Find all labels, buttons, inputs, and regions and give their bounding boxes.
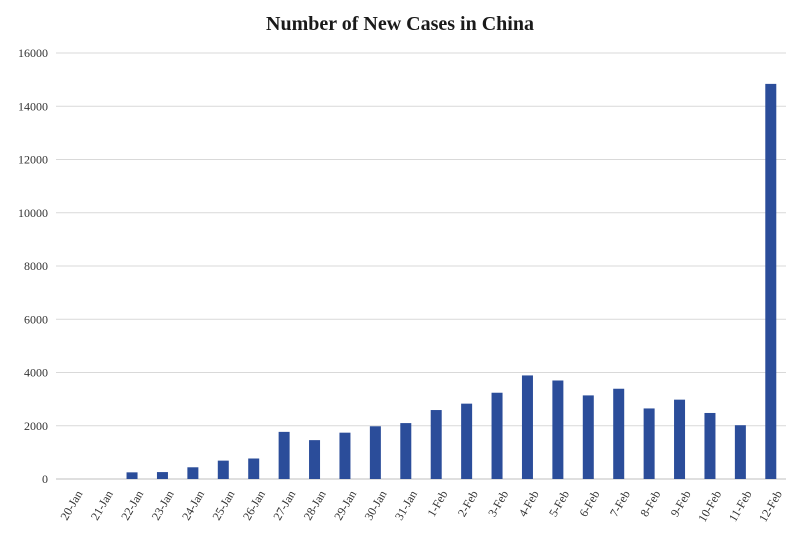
y-tick-label: 14000 (18, 99, 48, 113)
bar (552, 380, 564, 479)
x-axis-ticks: 20-Jan 21-Jan 22-Jan 23-Jan 24-Jan 25-Jan 26-J… (57, 488, 785, 524)
bar (339, 432, 351, 479)
x-tick-label: 7-Feb (607, 488, 633, 519)
bar (400, 423, 412, 479)
y-axis-ticks: 0 2000 4000 6000 8000 10000 12000 14000 16000 (18, 46, 48, 486)
bar (704, 412, 716, 479)
bar (369, 426, 381, 479)
x-tick-label: 9-Feb (668, 488, 694, 519)
x-tick-label: 22-Jan (118, 488, 146, 523)
bar (278, 431, 290, 479)
chart-title: Number of New Cases in China (266, 13, 534, 35)
bar (674, 399, 686, 479)
bar (582, 395, 594, 479)
y-tick-label: 16000 (18, 46, 48, 60)
x-tick-label: 8-Feb (637, 488, 663, 519)
y-tick-label: 0 (42, 472, 48, 486)
x-tick-label: 21-Jan (88, 488, 116, 523)
x-tick-label: 3-Feb (485, 488, 511, 519)
bar (765, 83, 777, 479)
bar (248, 458, 260, 479)
y-tick-label: 4000 (24, 366, 48, 380)
x-tick-label: 10-Feb (695, 488, 724, 524)
y-tick-label: 2000 (24, 419, 48, 433)
x-tick-label: 30-Jan (361, 488, 389, 523)
x-tick-label: 29-Jan (331, 488, 359, 523)
x-tick-label: 6-Feb (576, 488, 602, 519)
x-tick-label: 23-Jan (149, 488, 177, 523)
bar (309, 440, 321, 479)
gridlines (56, 52, 786, 480)
bar (217, 460, 229, 479)
x-tick-label: 11-Feb (726, 488, 755, 524)
bars (126, 83, 777, 479)
x-tick-label: 28-Jan (301, 488, 329, 523)
y-tick-label: 10000 (18, 206, 48, 220)
bar (521, 375, 533, 479)
bar (461, 403, 473, 479)
x-tick-label: 1-Feb (424, 488, 450, 519)
bar (126, 472, 138, 479)
x-tick-label: 12-Feb (756, 488, 785, 524)
bar (430, 410, 442, 479)
x-tick-label: 26-Jan (240, 488, 268, 523)
x-tick-label: 20-Jan (57, 488, 85, 523)
bar (613, 388, 625, 479)
y-tick-label: 8000 (24, 259, 48, 273)
x-tick-label: 5-Feb (546, 488, 572, 519)
bar (734, 425, 746, 479)
bar (156, 472, 168, 479)
x-tick-label: 31-Jan (392, 488, 420, 523)
y-tick-label: 12000 (18, 153, 48, 167)
bar (491, 392, 503, 479)
y-tick-label: 6000 (24, 312, 48, 326)
x-tick-label: 25-Jan (209, 488, 237, 523)
x-tick-label: 24-Jan (179, 488, 207, 523)
x-tick-label: 4-Feb (516, 488, 542, 519)
x-tick-label: 27-Jan (270, 488, 298, 523)
x-tick-label: 2-Feb (455, 488, 481, 519)
bar (643, 408, 655, 479)
bar (187, 467, 199, 479)
